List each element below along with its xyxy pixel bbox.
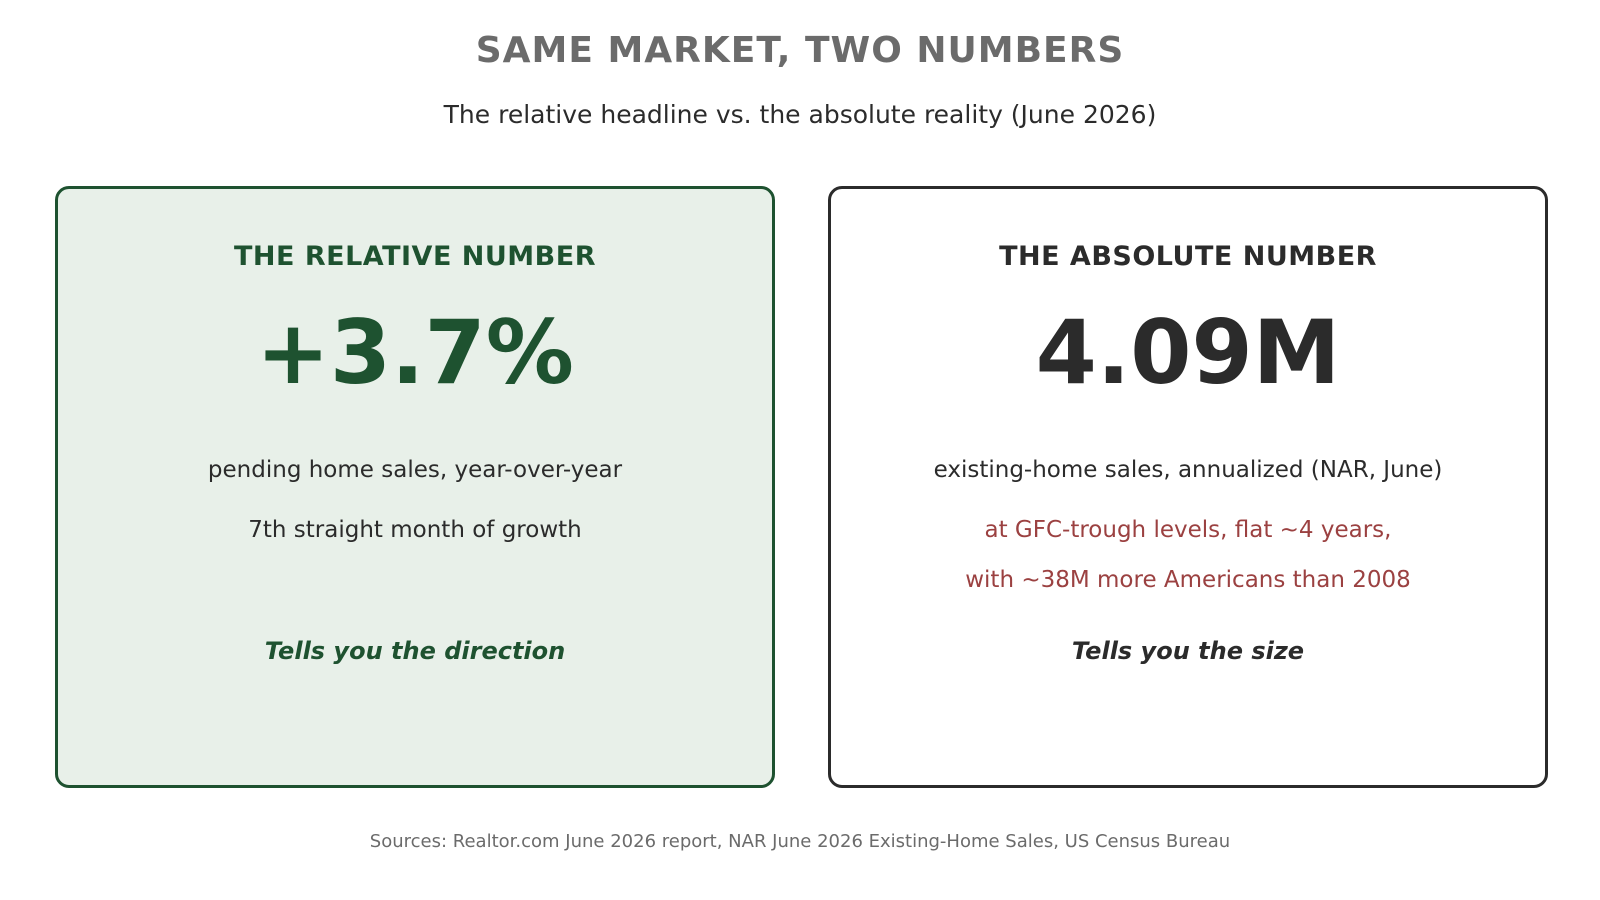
- card-heading: THE RELATIVE NUMBER: [233, 241, 596, 272]
- card-note: with ~38M more Americans than 2008: [965, 567, 1411, 593]
- absolute-number-card: THE ABSOLUTE NUMBER 4.09M existing-home …: [828, 186, 1548, 788]
- card-tagline: Tells you the size: [1071, 637, 1305, 665]
- card-heading: THE ABSOLUTE NUMBER: [999, 241, 1377, 272]
- page-title: SAME MARKET, TWO NUMBERS: [475, 30, 1125, 71]
- card-note: 7th straight month of growth: [248, 517, 582, 543]
- page-subtitle: The relative headline vs. the absolute r…: [443, 100, 1157, 129]
- sources-footnote: Sources: Realtor.com June 2026 report, N…: [369, 831, 1231, 852]
- card-value: +3.7%: [256, 301, 574, 404]
- card-tagline: Tells you the direction: [264, 637, 566, 665]
- relative-number-card: THE RELATIVE NUMBER +3.7% pending home s…: [55, 186, 775, 788]
- card-note: at GFC-trough levels, flat ~4 years,: [984, 517, 1392, 543]
- card-value: 4.09M: [1035, 301, 1341, 404]
- card-description: existing-home sales, annualized (NAR, Ju…: [933, 457, 1443, 483]
- card-description: pending home sales, year-over-year: [207, 457, 623, 483]
